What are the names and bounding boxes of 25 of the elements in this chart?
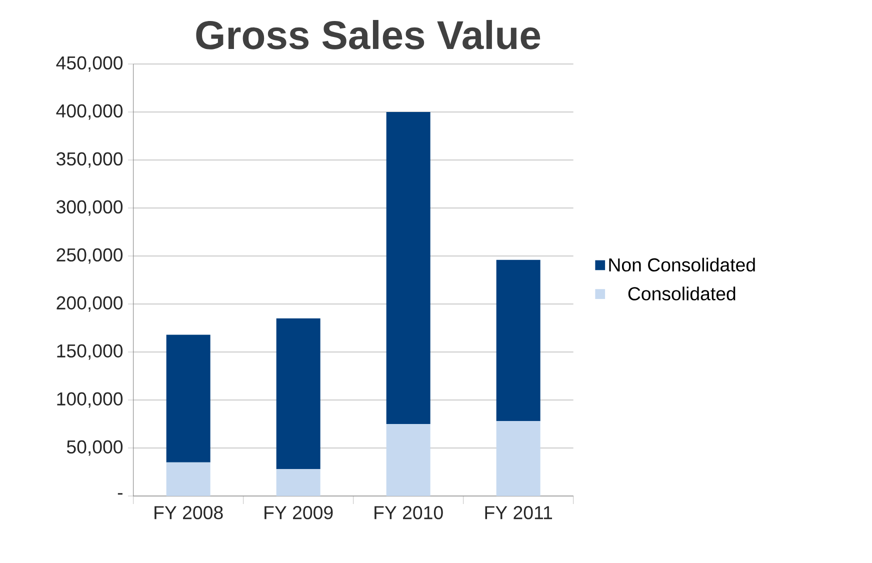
bar	[166, 462, 210, 496]
legend-label: Non Consolidated	[609, 258, 755, 272]
y-tick-label: 300,000	[56, 200, 123, 216]
y-tick-label: 200,000	[56, 296, 123, 312]
bar	[496, 260, 540, 422]
y-tick-label: -	[118, 493, 122, 495]
y-tick-label: 400,000	[56, 104, 123, 120]
y-tick-label: 250,000	[56, 248, 123, 264]
x-tick-label: FY 2008	[154, 506, 223, 520]
y-tick-label: 150,000	[57, 344, 123, 360]
y-tick-label: 50,000	[66, 440, 123, 456]
y-tick-label: 450,000	[56, 56, 123, 72]
y-tick-label: 100,000	[57, 392, 123, 408]
bar	[166, 334, 210, 463]
bar	[386, 424, 430, 496]
bar	[386, 112, 430, 424]
x-tick-label: FY 2011	[485, 506, 552, 520]
x-tick-label: FY 2009	[264, 506, 333, 520]
x-tick-label: FY 2010	[374, 506, 443, 520]
bar	[276, 469, 320, 496]
bar	[276, 318, 320, 470]
bar	[496, 421, 540, 496]
chart-title: Gross Sales Value	[196, 20, 540, 50]
y-tick-label: 350,000	[56, 152, 123, 168]
legend-label: Consolidated	[628, 286, 736, 301]
